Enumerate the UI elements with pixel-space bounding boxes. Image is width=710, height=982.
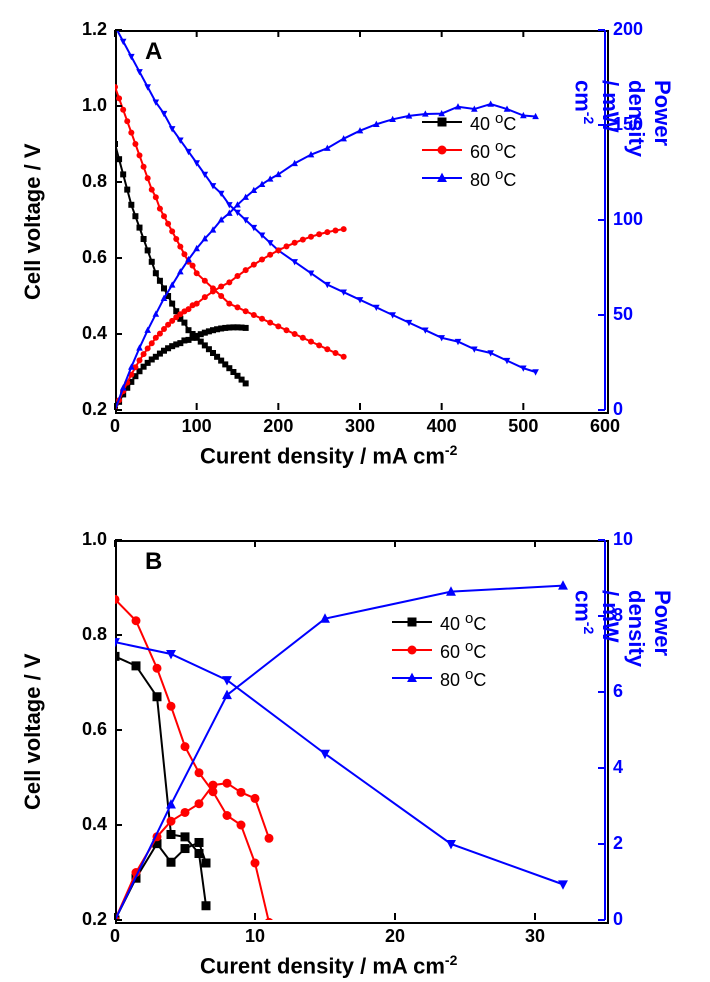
- ytick-right-label: 0: [613, 909, 663, 930]
- xtick-label: 200: [248, 416, 308, 437]
- ytick-left-label: 0.6: [65, 247, 107, 268]
- ytick-right-label: 50: [613, 304, 663, 325]
- ytick-left-label: 1.0: [65, 95, 107, 116]
- legend-item: 40 oC: [420, 110, 516, 134]
- legend-label: 60 oC: [440, 638, 486, 663]
- ytick-right-label: 10: [613, 529, 663, 550]
- legend-item: 80 oC: [420, 166, 516, 190]
- legend-item: 80 oC: [390, 666, 486, 690]
- ytick-left-label: 0.4: [65, 814, 107, 835]
- panel-b-legend: 40 oC 60 oC 80 oC: [390, 610, 486, 694]
- ytick-right-label: 100: [613, 209, 663, 230]
- legend-label: 60 oC: [470, 138, 516, 163]
- xtick-label: 100: [167, 416, 227, 437]
- ytick-right-label: 150: [613, 114, 663, 135]
- ytick-left-label: 0.2: [65, 909, 107, 930]
- ytick-left-label: 1.2: [65, 19, 107, 40]
- panel-a-ylabel-left: Cell voltage / V: [20, 144, 46, 301]
- xtick-label: 300: [330, 416, 390, 437]
- xtick-label: 400: [412, 416, 472, 437]
- xtick-label: 500: [493, 416, 553, 437]
- ytick-left-label: 0.6: [65, 719, 107, 740]
- ytick-left-label: 0.8: [65, 624, 107, 645]
- panel-b-ylabel-left: Cell voltage / V: [20, 654, 46, 811]
- xtick-label: 10: [225, 926, 285, 947]
- ytick-right-label: 200: [613, 19, 663, 40]
- legend-label: 40 oC: [470, 110, 516, 135]
- ytick-left-label: 0.4: [65, 323, 107, 344]
- legend-item: 60 oC: [420, 138, 516, 162]
- ytick-right-label: 2: [613, 833, 663, 854]
- ytick-left-label: 0.2: [65, 399, 107, 420]
- panel-a-xlabel: Curent density / mA cm-2: [200, 442, 457, 469]
- xtick-label: 30: [505, 926, 565, 947]
- ytick-right-label: 6: [613, 681, 663, 702]
- panel-b-xlabel: Curent density / mA cm-2: [200, 952, 457, 979]
- panel-a-legend: 40 oC 60 oC 80 oC: [420, 110, 516, 194]
- ytick-right-label: 8: [613, 605, 663, 626]
- legend-label: 40 oC: [440, 610, 486, 635]
- ytick-right-label: 4: [613, 757, 663, 778]
- panel-b-ylabel-right: Power density / mW cm-2: [570, 590, 675, 667]
- legend-item: 40 oC: [390, 610, 486, 634]
- xtick-label: 20: [365, 926, 425, 947]
- panel-b-letter: B: [145, 548, 162, 576]
- legend-label: 80 oC: [440, 666, 486, 691]
- ytick-left-label: 1.0: [65, 529, 107, 550]
- legend-item: 60 oC: [390, 638, 486, 662]
- ytick-left-label: 0.8: [65, 171, 107, 192]
- legend-label: 80 oC: [470, 166, 516, 191]
- figure-container: A B Curent density / mA cm-2 Cell voltag…: [0, 0, 710, 982]
- ytick-right-label: 0: [613, 399, 663, 420]
